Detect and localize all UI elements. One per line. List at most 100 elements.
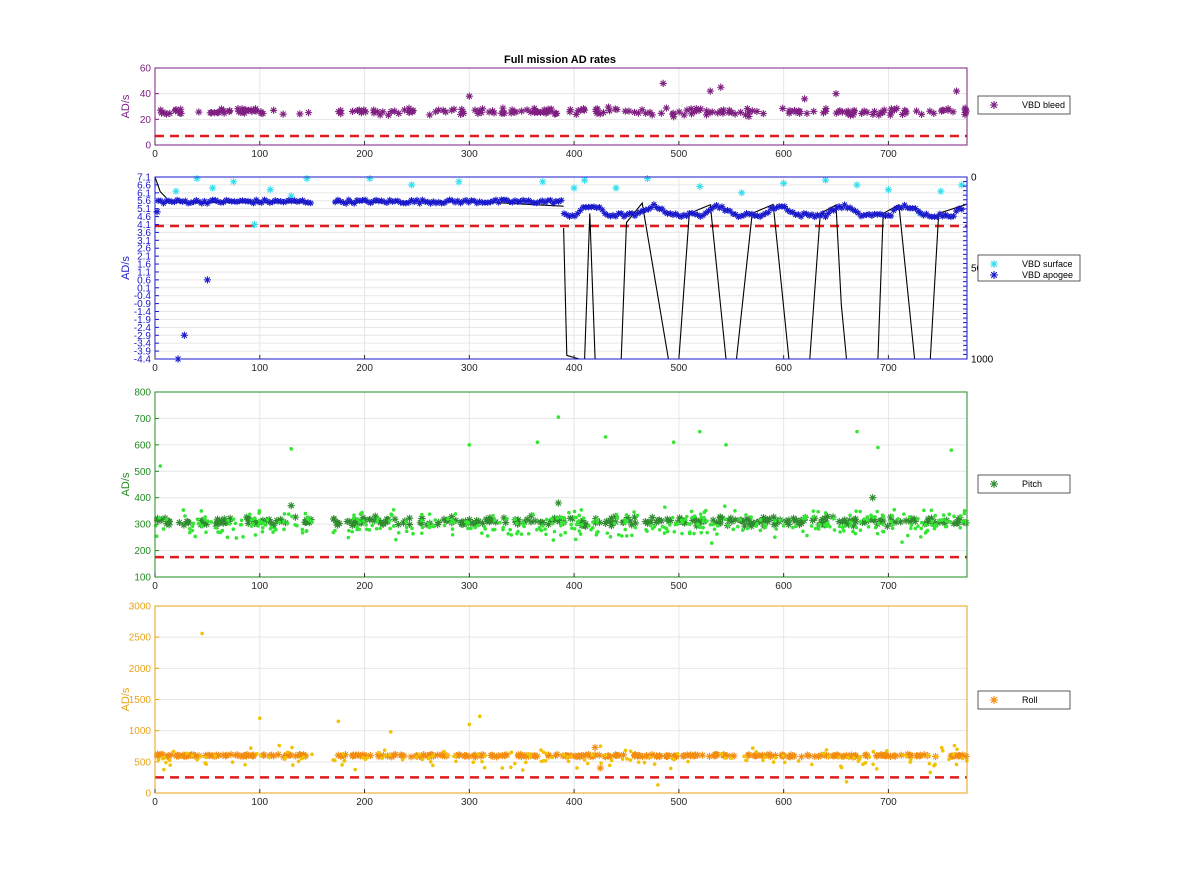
data-point <box>822 213 829 221</box>
data-point <box>841 528 846 533</box>
data-point <box>521 523 526 528</box>
data-point <box>792 108 800 116</box>
data-point <box>420 518 424 523</box>
data-point <box>176 197 184 205</box>
data-point <box>934 523 938 528</box>
data-point <box>206 198 214 205</box>
data-point <box>394 537 398 542</box>
data-point <box>759 211 767 219</box>
data-point <box>528 752 532 757</box>
data-point <box>517 752 526 760</box>
data-point <box>580 522 584 527</box>
data-point <box>282 512 287 516</box>
data-point <box>296 110 304 118</box>
data-point <box>748 210 756 218</box>
data-point <box>591 520 595 524</box>
data-point <box>157 197 165 205</box>
data-point <box>774 527 779 531</box>
data-point <box>908 515 916 523</box>
data-point <box>773 204 780 211</box>
data-point <box>457 199 464 207</box>
data-point <box>430 198 437 205</box>
data-point <box>944 106 952 114</box>
data-point <box>491 513 495 518</box>
data-point <box>744 758 748 763</box>
data-point <box>250 220 259 229</box>
data-point <box>563 530 568 535</box>
data-point <box>416 519 424 527</box>
y-tick-label: 0.6 <box>137 275 151 286</box>
x-tick-label: 0 <box>152 363 158 374</box>
data-point <box>499 104 507 112</box>
data-point <box>801 95 809 103</box>
data-point <box>880 106 888 114</box>
data-point <box>471 753 479 761</box>
data-point <box>293 198 301 205</box>
data-point <box>869 494 877 502</box>
data-point <box>370 198 377 205</box>
data-point <box>390 751 398 759</box>
data-point <box>223 196 230 204</box>
data-point <box>726 523 731 527</box>
data-point <box>620 757 625 761</box>
data-point <box>293 523 298 527</box>
data-point <box>363 757 368 762</box>
data-point <box>478 714 482 719</box>
data-point <box>220 515 228 523</box>
data-point <box>280 199 287 206</box>
data-point <box>480 759 484 764</box>
data-point <box>803 109 811 117</box>
data-point <box>585 761 590 766</box>
data-point <box>648 750 656 759</box>
data-point <box>645 206 652 213</box>
data-point <box>508 527 512 532</box>
right-y-tick-label: 1000 <box>971 355 994 366</box>
legend-box <box>977 690 1071 710</box>
data-point <box>210 109 218 117</box>
data-point <box>374 751 382 759</box>
data-point <box>816 509 820 514</box>
data-point <box>623 513 631 522</box>
data-point <box>182 197 189 205</box>
data-point <box>157 106 165 114</box>
data-point <box>206 519 210 523</box>
data-point <box>822 107 830 115</box>
panel-pitch: 0 100 200 300 400 500 600 700100200300400500600… <box>120 388 1071 592</box>
data-point <box>234 751 242 759</box>
data-point <box>203 761 207 765</box>
y-axis-label: AD/s <box>120 94 132 118</box>
data-point <box>171 198 178 206</box>
data-point <box>376 111 384 119</box>
data-point <box>420 525 425 530</box>
data-point <box>283 757 287 761</box>
x-tick-label: 600 <box>775 797 792 808</box>
data-point <box>348 198 355 206</box>
data-point <box>789 209 797 216</box>
data-point <box>795 211 802 218</box>
data-point <box>195 517 200 522</box>
data-point <box>665 517 673 525</box>
y-tick-label: 40 <box>140 89 152 100</box>
data-point <box>238 105 246 113</box>
data-point <box>586 752 594 760</box>
data-point <box>257 109 265 117</box>
data-point <box>218 516 226 525</box>
data-point <box>362 752 371 760</box>
data-point <box>676 514 684 522</box>
data-point <box>158 516 166 524</box>
data-point <box>304 109 313 117</box>
data-point <box>418 514 426 523</box>
data-point <box>672 752 680 760</box>
data-point <box>754 750 759 754</box>
data-point <box>230 760 235 764</box>
data-point <box>746 519 754 527</box>
data-point <box>960 756 965 761</box>
data-point <box>634 109 642 117</box>
y-tick-label: 0 <box>145 141 151 152</box>
data-point <box>811 515 815 519</box>
data-point <box>705 207 712 215</box>
x-tick-label: 500 <box>671 797 688 808</box>
data-point <box>607 514 616 522</box>
data-point <box>612 184 620 192</box>
data-point <box>824 524 829 529</box>
